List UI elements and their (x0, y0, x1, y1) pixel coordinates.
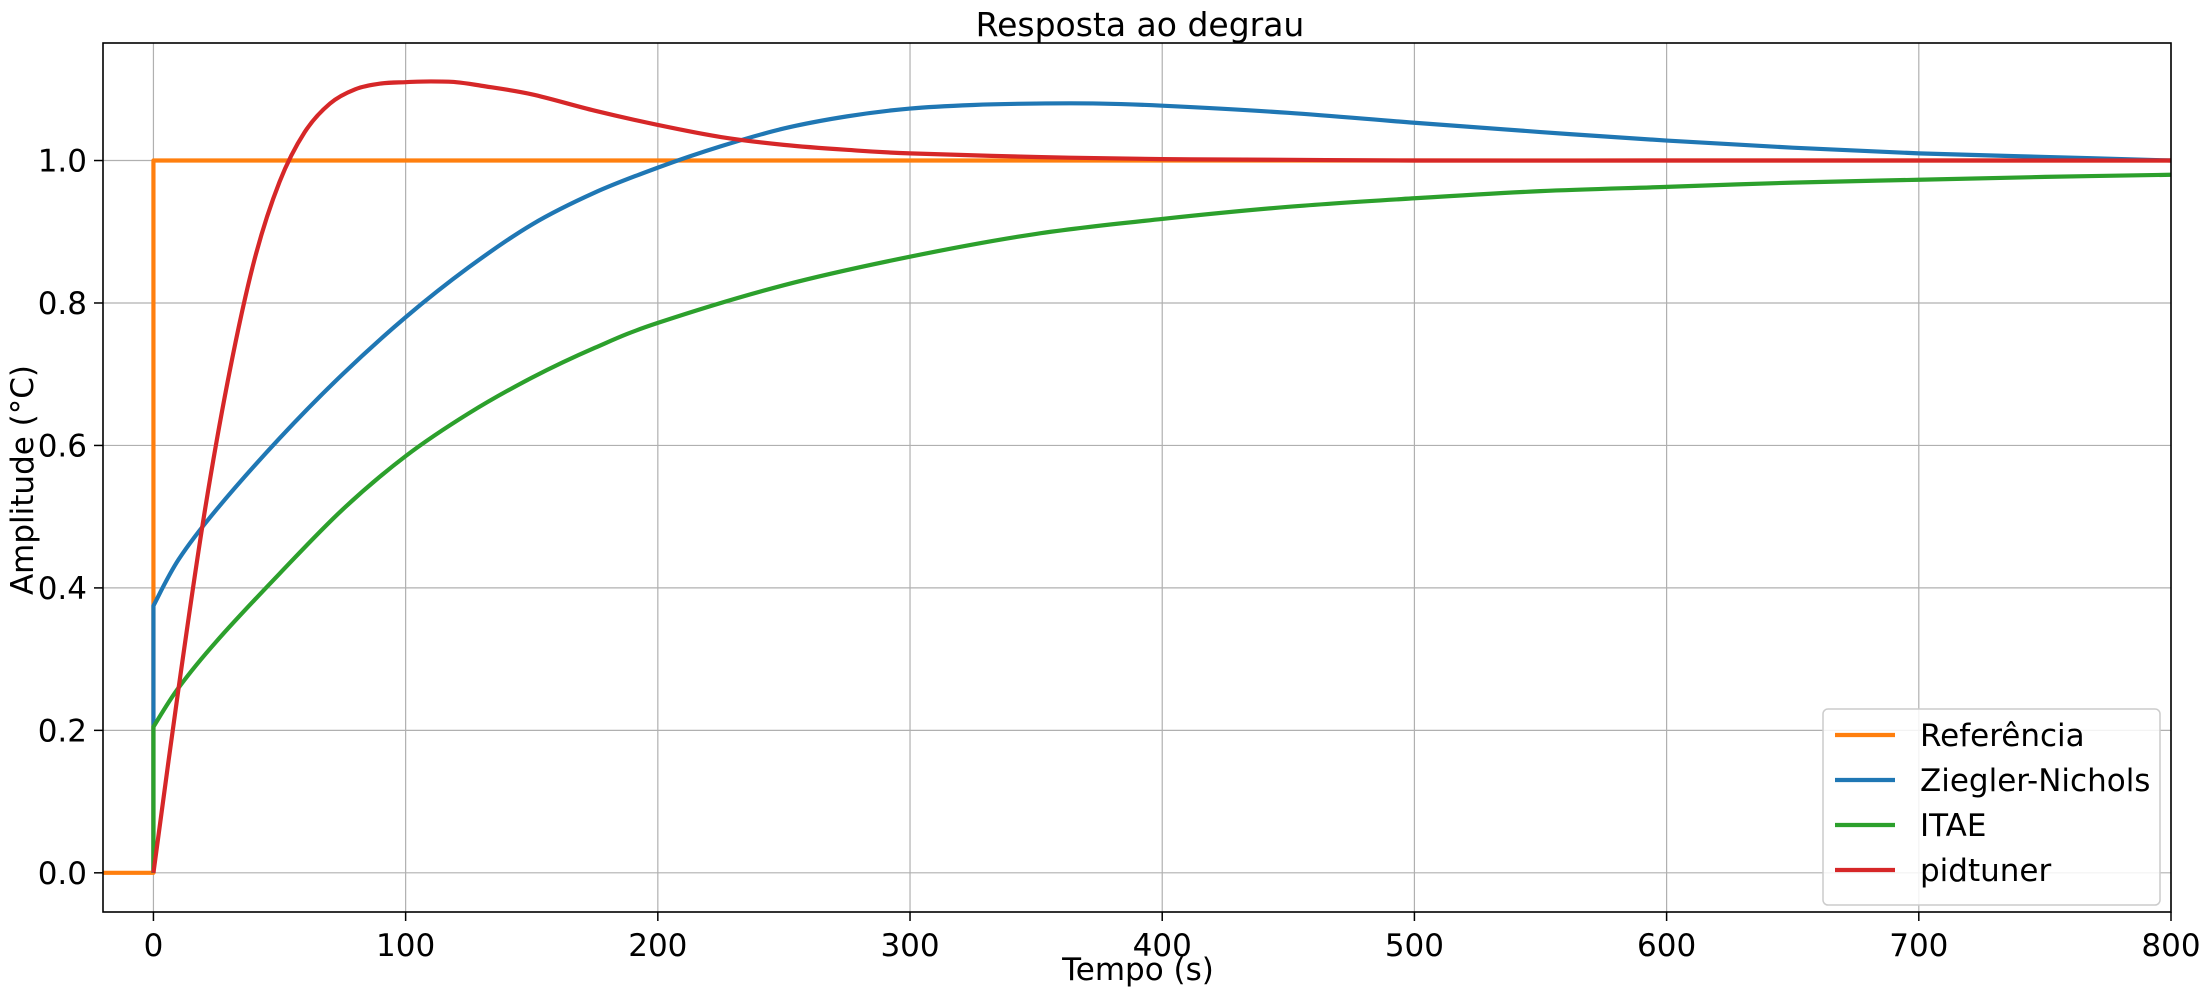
y-tick-label: 0.2 (38, 713, 87, 749)
x-tick-label: 0 (144, 928, 164, 964)
chart-title: Resposta ao degrau (976, 5, 1305, 44)
x-tick-label: 500 (1385, 928, 1444, 964)
x-tick-label: 300 (880, 928, 939, 964)
y-tick-label: 0.0 (38, 856, 87, 892)
x-tick-label: 700 (1889, 928, 1948, 964)
axis-ticks: 0 100 200 300 400 500 600 700 800 0.0 0.2 0.4 0.6 0.8… (38, 144, 2201, 964)
series-line-ziegler-nichols (151, 101, 2171, 873)
legend-label-itae: ITAE (1920, 808, 1986, 844)
x-axis-label: Tempo (s) (1061, 952, 1214, 988)
x-tick-label: 200 (628, 928, 687, 964)
series-lines (103, 79, 2171, 875)
legend-box (1822, 708, 2161, 906)
y-tick-label: 0.8 (38, 286, 87, 322)
x-tick-label: 800 (2141, 928, 2200, 964)
x-tick-label: 100 (376, 928, 435, 964)
legend: Referência Ziegler-Nichols ITAE pidtuner (1822, 708, 2161, 906)
y-tick-label: 1.0 (38, 144, 87, 180)
y-axis-label: Amplitude (°C) (5, 365, 41, 595)
legend-label-ziegler-nichols: Ziegler-Nichols (1920, 763, 2150, 799)
x-tick-label: 600 (1637, 928, 1696, 964)
x-tick-label: 400 (1133, 928, 1192, 964)
plot-frame (102, 42, 2172, 913)
legend-label-refer-ncia: Referência (1920, 718, 2085, 754)
series-line-pidtuner (151, 79, 2171, 874)
series-line-itae (151, 172, 2171, 873)
y-tick-label: 0.4 (38, 571, 87, 607)
legend-label-pidtuner: pidtuner (1920, 853, 2051, 889)
y-tick-label: 0.6 (38, 428, 87, 464)
